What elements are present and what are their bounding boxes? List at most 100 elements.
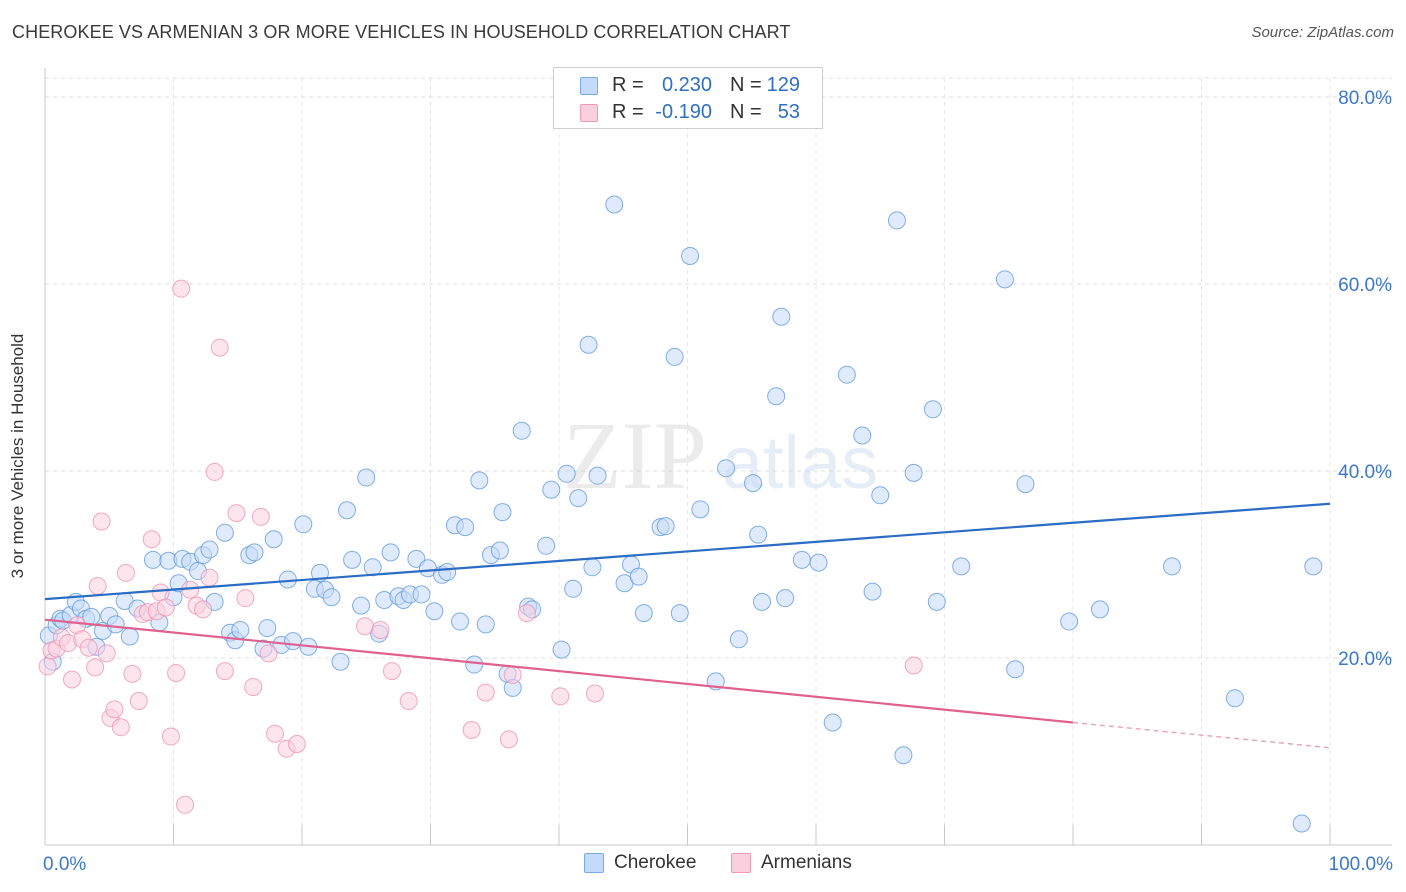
armenians-point (236, 589, 255, 608)
cherokee-point (569, 489, 588, 508)
cherokee-point (284, 632, 303, 651)
armenians-point (259, 644, 278, 663)
armenians-point (105, 700, 124, 719)
cherokee-point (887, 211, 906, 230)
cherokee-point (310, 563, 329, 582)
cherokee-point (691, 500, 710, 519)
n-label: N = (730, 74, 762, 96)
cherokee-point (294, 515, 313, 534)
grid-lines (45, 77, 1392, 845)
cherokee-point (583, 558, 602, 577)
armenians-point (517, 604, 536, 623)
cherokee-point (278, 570, 297, 589)
armenians-point (551, 687, 570, 706)
cherokee-point (776, 589, 795, 608)
cherokee-point (729, 630, 748, 649)
armenians-point (79, 638, 98, 657)
cherokee-point (331, 652, 350, 671)
armenians-point (172, 279, 191, 298)
armenians-swatch (580, 104, 598, 122)
armenians-point (371, 620, 390, 639)
stats-row-armenians: R = -0.190 N = 53 (554, 99, 822, 127)
armenians-point (287, 735, 306, 754)
cherokee-point (337, 501, 356, 520)
r-value: -0.190 (655, 101, 712, 123)
cherokee-point (772, 307, 791, 326)
y-axis-label: 3 or more Vehicles in Household (8, 333, 27, 579)
cherokee-point (837, 365, 856, 384)
x-tick-label: 0.0% (43, 854, 86, 875)
cherokee-point (952, 557, 971, 576)
n-label: N = (730, 101, 762, 123)
cherokee-point (744, 474, 763, 493)
cherokee-point (681, 246, 700, 265)
cherokee-point (456, 518, 475, 537)
cherokee-point (564, 579, 583, 598)
cherokee-point (143, 550, 162, 569)
cherokee-point (634, 604, 653, 623)
cherokee-point (656, 517, 675, 536)
cherokee-point (717, 459, 736, 478)
cherokee-point (490, 541, 509, 560)
r-label: R = (612, 101, 644, 123)
cherokee-point (438, 562, 457, 581)
cherokee-point (476, 615, 495, 634)
armenians-point (205, 462, 224, 481)
cherokee-point (995, 270, 1014, 289)
y-tick-label: 20.0% (1338, 649, 1392, 670)
armenians-point (227, 504, 246, 523)
cherokee-point (537, 536, 556, 555)
cherokee-point (412, 585, 431, 604)
armenians-point (355, 617, 374, 636)
cherokee-point (904, 463, 923, 482)
armenians-point (86, 658, 105, 677)
cherokee-point (322, 588, 341, 607)
cherokee-point (1162, 557, 1181, 576)
cherokee-point (1304, 557, 1323, 576)
armenians-point (244, 677, 263, 696)
cherokee-point (863, 582, 882, 601)
armenians-point (462, 720, 481, 739)
cherokee-swatch (580, 77, 598, 95)
cherokee-point (381, 543, 400, 562)
armenians-point (92, 512, 111, 531)
armenians-point (156, 598, 175, 617)
armenians-trend-extension (1072, 721, 1331, 749)
cherokee-point (1006, 660, 1025, 679)
watermark: ZIP atlas (563, 402, 878, 509)
armenians-point (111, 718, 130, 737)
y-tick-label: 40.0% (1338, 462, 1392, 483)
armenians-point (210, 338, 229, 357)
armenians-trend-line (44, 618, 1074, 724)
armenians-point (38, 657, 57, 676)
n-value: 53 (777, 101, 800, 123)
cherokee-swatch (584, 853, 604, 873)
cherokee-point (1060, 612, 1079, 631)
scatter-points (38, 195, 1323, 833)
armenians-point (503, 665, 522, 684)
cherokee-point (1292, 814, 1311, 833)
cherokee-point (923, 400, 942, 419)
armenians-point (200, 568, 219, 587)
cherokee-point (853, 426, 872, 445)
cherokee-point (927, 592, 946, 611)
armenians-point (476, 683, 495, 702)
armenians-point (176, 795, 195, 814)
cherokee-point (767, 387, 786, 406)
cherokee-point (552, 640, 571, 659)
source-label: Source: ZipAtlas.com (1251, 24, 1394, 41)
cherokee-point (809, 553, 828, 572)
cherokee-point (264, 530, 283, 549)
y-tick-label: 60.0% (1338, 275, 1392, 296)
armenians-point (251, 507, 270, 526)
cherokee-point (823, 713, 842, 732)
r-label: R = (612, 74, 644, 96)
cherokee-point (231, 620, 250, 639)
cherokee-point (629, 567, 648, 586)
cherokee-point (605, 195, 624, 214)
cherokee-point (1090, 600, 1109, 619)
cherokee-point (588, 466, 607, 485)
cherokee-point (352, 596, 371, 615)
cherokee-point (894, 746, 913, 765)
